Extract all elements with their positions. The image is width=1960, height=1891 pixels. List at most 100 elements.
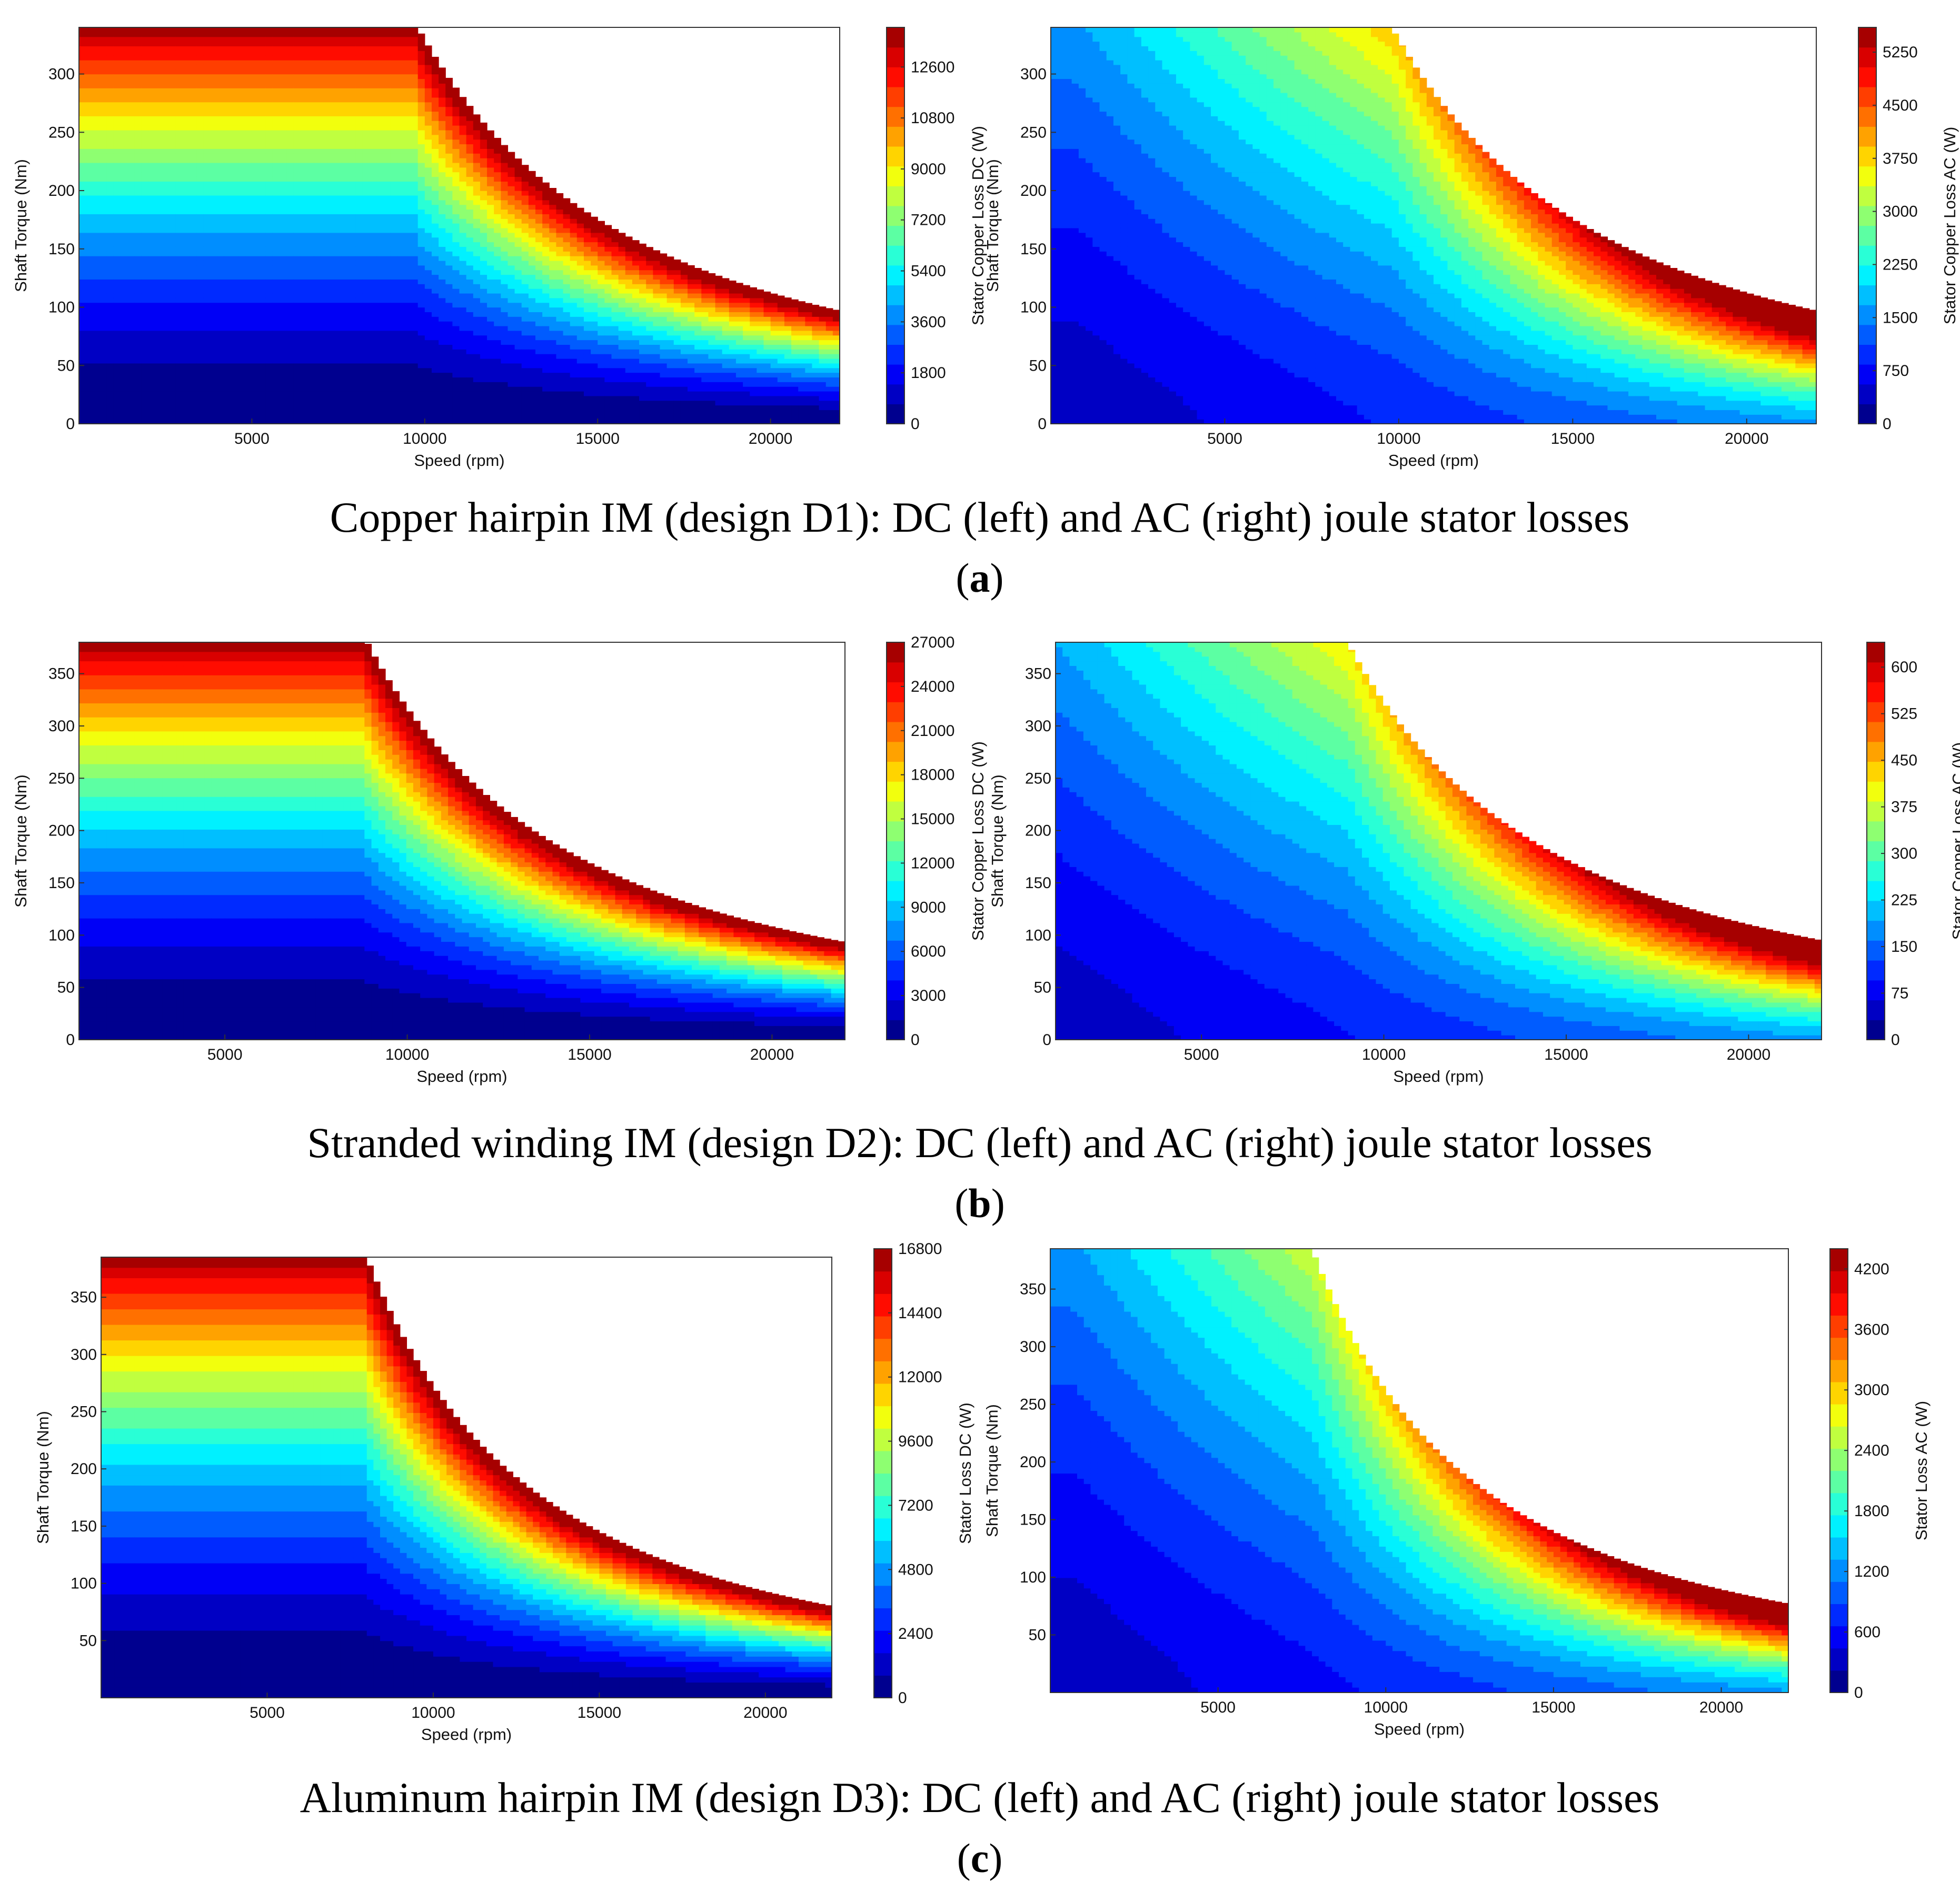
contour-cell <box>155 167 163 173</box>
contour-cell <box>362 36 370 42</box>
contour-cell <box>466 195 474 201</box>
contour-cell <box>120 251 128 256</box>
contour-cell <box>404 354 412 359</box>
contour-cell <box>155 88 163 93</box>
contour-cell <box>100 274 107 280</box>
contour-cell <box>134 227 142 233</box>
contour-cell <box>321 279 329 284</box>
contour-cell <box>300 293 308 298</box>
contour-cell <box>431 144 439 149</box>
contour-cell <box>141 158 148 163</box>
contour-cell <box>349 321 356 326</box>
contour-cell <box>231 325 238 331</box>
contour-cell <box>231 227 238 233</box>
contour-cell <box>390 209 397 214</box>
contour-cell <box>459 218 467 224</box>
contour-cell <box>445 297 453 303</box>
contour-cell <box>335 106 342 112</box>
contour-cell <box>279 377 287 382</box>
contour-cell <box>79 382 86 387</box>
contour-cell <box>113 232 121 238</box>
contour-cell <box>480 195 487 201</box>
contour-cell <box>245 204 253 210</box>
contour-cell <box>106 344 114 350</box>
contour-cell <box>245 93 253 98</box>
contour-cell <box>134 181 142 186</box>
contour-cell <box>168 32 176 37</box>
contour-cell <box>113 419 121 424</box>
contour-cell <box>362 106 370 112</box>
contour-cell <box>355 302 363 308</box>
contour-cell <box>431 78 439 84</box>
contour-cell <box>293 325 301 331</box>
contour-cell <box>376 340 384 345</box>
contour-cell <box>210 204 218 210</box>
contour-cell <box>190 46 197 51</box>
contour-cell <box>383 246 391 252</box>
contour-cell <box>452 395 460 401</box>
contour-cell <box>93 335 101 341</box>
contour-cell <box>203 405 211 411</box>
contour-cell <box>127 395 135 401</box>
contour-cell <box>327 191 335 196</box>
contour-cell <box>258 36 266 42</box>
contour-cell <box>162 391 170 396</box>
contour-cell <box>390 400 397 406</box>
contour-cell <box>300 167 308 173</box>
contour-cell <box>480 391 487 396</box>
contour-cell <box>376 148 384 154</box>
contour-cell <box>404 312 412 317</box>
contour-cell <box>459 274 467 280</box>
contour-cell <box>86 391 93 396</box>
contour-cell <box>452 335 460 341</box>
contour-cell <box>162 158 170 163</box>
contour-cell <box>473 116 481 121</box>
contour-cell <box>314 386 322 392</box>
contour-cell <box>100 335 107 341</box>
contour-cell <box>155 191 163 196</box>
contour-cell <box>390 93 397 98</box>
contour-cell <box>106 284 114 289</box>
contour-cell <box>113 214 121 219</box>
contour-cell <box>307 293 315 298</box>
contour-cell <box>93 312 101 317</box>
contour-cell <box>473 237 481 243</box>
contour-cell <box>369 162 377 168</box>
contour-cell <box>439 200 446 205</box>
contour-cell <box>473 321 481 326</box>
contour-cell <box>404 88 412 93</box>
contour-cell <box>175 223 183 228</box>
contour-cell <box>113 181 121 186</box>
contour-cell <box>411 349 419 354</box>
contour-cell <box>390 121 397 126</box>
contour-cell <box>369 260 377 266</box>
contour-cell <box>480 363 487 369</box>
contour-cell <box>424 204 432 210</box>
contour-cell <box>383 419 391 424</box>
contour-cell <box>286 134 294 140</box>
contour-cell <box>265 391 273 396</box>
contour-cell <box>134 391 142 396</box>
contour-cell <box>355 288 363 294</box>
contour-cell <box>265 340 273 345</box>
contour-cell <box>404 27 412 33</box>
contour-cell <box>168 102 176 107</box>
contour-cell <box>300 386 308 392</box>
contour-cell <box>383 330 391 336</box>
contour-cell <box>404 74 412 79</box>
contour-cell <box>307 260 315 266</box>
contour-cell <box>120 335 128 341</box>
contour-cell <box>120 382 128 387</box>
contour-cell <box>307 186 315 191</box>
contour-cell <box>224 260 232 266</box>
contour-cell <box>183 419 190 424</box>
contour-cell <box>238 312 245 317</box>
contour-cell <box>404 204 412 210</box>
contour-cell <box>286 270 294 275</box>
contour-cell <box>369 186 377 191</box>
contour-cell <box>369 55 377 61</box>
contour-cell <box>390 251 397 256</box>
contour-cell <box>245 312 253 317</box>
contour-cell <box>417 121 425 126</box>
contour-cell <box>383 134 391 140</box>
